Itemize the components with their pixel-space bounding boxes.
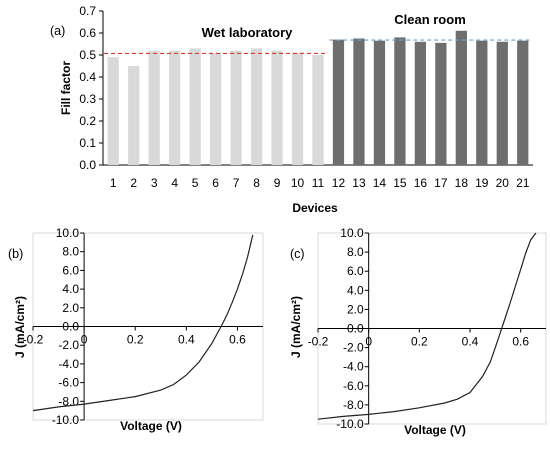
x-tick-label: 0 bbox=[365, 335, 372, 349]
bar bbox=[476, 40, 488, 166]
y-tick-label: 0.0 bbox=[62, 320, 79, 334]
x-tick-label: 19 bbox=[475, 176, 489, 190]
x-tick-label: 9 bbox=[274, 176, 281, 190]
bar bbox=[496, 41, 508, 165]
group-label: Wet laboratory bbox=[202, 25, 294, 40]
bar bbox=[291, 52, 304, 165]
y-axis-title: Fill factor bbox=[59, 61, 73, 115]
jv-curve bbox=[32, 234, 254, 412]
y-tick-label: 6.0 bbox=[347, 264, 364, 278]
x-tick-label: 11 bbox=[312, 176, 325, 190]
x-tick-label: 0.2 bbox=[127, 333, 144, 347]
jv-curve bbox=[317, 232, 537, 420]
x-axis-title: Voltage (V) bbox=[120, 419, 182, 433]
x-tick-label: 10 bbox=[291, 176, 305, 190]
x-tick-label: 16 bbox=[414, 176, 428, 190]
y-tick-label: -4.0 bbox=[58, 357, 79, 371]
y-tick-label: 2.0 bbox=[62, 301, 79, 315]
x-tick-label: 6 bbox=[212, 176, 219, 190]
x-tick-label: 21 bbox=[516, 176, 530, 190]
y-tick-label: 8.0 bbox=[347, 245, 364, 259]
bar bbox=[148, 50, 160, 165]
y-tick-label: -10.0 bbox=[336, 417, 364, 431]
bar bbox=[373, 40, 386, 166]
x-tick-label: 3 bbox=[151, 176, 158, 190]
y-tick-label: -6.0 bbox=[343, 379, 364, 393]
bar bbox=[230, 50, 242, 165]
x-tick-label: 0.2 bbox=[411, 335, 428, 349]
panel-label-a: (a) bbox=[50, 24, 65, 38]
y-tick-label: 8.0 bbox=[62, 245, 79, 259]
x-tick-label: 14 bbox=[373, 176, 387, 190]
x-tick-label: 0 bbox=[81, 333, 88, 347]
x-tick-label: 12 bbox=[332, 176, 346, 190]
y-tick-label: 2.0 bbox=[347, 302, 364, 316]
x-tick-label: 18 bbox=[455, 176, 469, 190]
bar bbox=[517, 40, 529, 166]
bar bbox=[250, 48, 263, 165]
bar bbox=[414, 41, 427, 165]
y-tick-label: 6.0 bbox=[62, 263, 79, 277]
y-tick-label: 10.0 bbox=[340, 226, 364, 240]
chart-panel-c: (c) 10.0 8.0 6.0 4.0 2.0 0.0 -2.0 -4.0 -6.0 -8.0 -1… bbox=[289, 226, 547, 437]
y-tick-label: -2.0 bbox=[58, 338, 79, 352]
y-axis-title: J (mA/cm²) bbox=[13, 296, 27, 358]
x-tick-label: 7 bbox=[233, 176, 240, 190]
x-tick-label: -0.2 bbox=[308, 335, 329, 349]
x-tick-label: 13 bbox=[352, 176, 366, 190]
x-tick-label: 8 bbox=[253, 176, 260, 190]
x-tick-label: 0.4 bbox=[462, 335, 479, 349]
x-tick-label: 20 bbox=[496, 176, 510, 190]
bar bbox=[128, 66, 140, 165]
bar bbox=[435, 42, 447, 165]
x-axis-title: Voltage (V) bbox=[404, 423, 466, 437]
y-tick-label: 0.3 bbox=[79, 92, 96, 106]
x-tick-label: 2 bbox=[130, 176, 137, 190]
panel-label: (c) bbox=[290, 247, 305, 261]
x-axis-title: Devices bbox=[292, 201, 338, 215]
bar bbox=[271, 50, 283, 165]
y-tick-label: 4.0 bbox=[62, 282, 79, 296]
x-tick-label: 0.4 bbox=[178, 333, 195, 347]
y-tick-label: 10.0 bbox=[56, 226, 80, 240]
bar bbox=[353, 38, 365, 165]
y-tick-label: -2.0 bbox=[343, 341, 364, 355]
bar bbox=[209, 52, 222, 165]
x-tick-label: -0.2 bbox=[23, 333, 44, 347]
y-tick-label: -6.0 bbox=[58, 376, 79, 390]
x-tick-label: 15 bbox=[393, 176, 407, 190]
y-tick-label: 0.0 bbox=[347, 322, 364, 336]
x-tick-label: 5 bbox=[192, 176, 199, 190]
bar bbox=[189, 48, 201, 165]
y-tick-label: 0.5 bbox=[79, 48, 96, 62]
bar bbox=[455, 30, 467, 165]
y-tick-label: 0.7 bbox=[79, 4, 96, 18]
panel-label: (b) bbox=[8, 247, 23, 261]
y-tick-label: 4.0 bbox=[347, 283, 364, 297]
y-tick-label: -10.0 bbox=[52, 413, 80, 427]
y-tick-label: -8.0 bbox=[343, 398, 364, 412]
bar bbox=[107, 57, 119, 166]
x-tick-label: 1 bbox=[110, 176, 117, 190]
bar bbox=[332, 39, 345, 165]
bar bbox=[394, 37, 406, 165]
y-tick-label: 0.4 bbox=[79, 70, 96, 84]
chart-panel-a: (a)0.00.10.20.30.40.50.60.71 2 3 4 5 6 7 8 9 10 11… bbox=[50, 4, 533, 215]
y-tick-label: -4.0 bbox=[343, 360, 364, 374]
x-tick-label: 4 bbox=[171, 176, 178, 190]
y-tick-label: 0.1 bbox=[79, 136, 96, 150]
y-tick-label: 0.2 bbox=[79, 114, 96, 128]
x-tick-label: 17 bbox=[434, 176, 448, 190]
bar bbox=[169, 50, 181, 165]
y-tick-label: 0.6 bbox=[79, 26, 96, 40]
y-tick-label: 0.0 bbox=[79, 158, 96, 172]
x-tick-label: 0.6 bbox=[229, 333, 246, 347]
y-axis-title: J (mA/cm²) bbox=[289, 296, 303, 358]
bar bbox=[312, 55, 324, 165]
group-label: Clean room bbox=[394, 12, 466, 27]
chart-panel-b: (b)10.08.06.04.02.00.0-2.0-4.0-6.0-8.0-1… bbox=[8, 226, 264, 433]
x-tick-label: 0.6 bbox=[512, 335, 529, 349]
